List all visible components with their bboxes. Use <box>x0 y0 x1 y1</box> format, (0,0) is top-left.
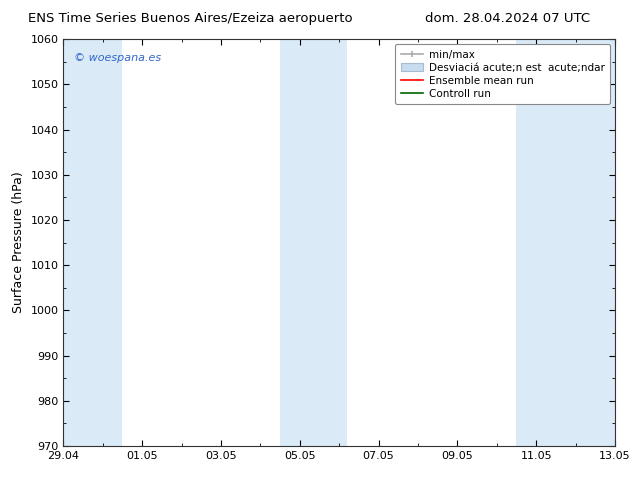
Text: ENS Time Series Buenos Aires/Ezeiza aeropuerto: ENS Time Series Buenos Aires/Ezeiza aero… <box>28 12 353 25</box>
Bar <box>63 39 122 446</box>
Bar <box>280 39 347 446</box>
Bar <box>517 39 615 446</box>
Legend: min/max, Desviaciá acute;n est  acute;ndar, Ensemble mean run, Controll run: min/max, Desviaciá acute;n est acute;nda… <box>396 45 610 104</box>
Y-axis label: Surface Pressure (hPa): Surface Pressure (hPa) <box>12 172 25 314</box>
Text: dom. 28.04.2024 07 UTC: dom. 28.04.2024 07 UTC <box>425 12 590 25</box>
Text: © woespana.es: © woespana.es <box>74 53 162 63</box>
